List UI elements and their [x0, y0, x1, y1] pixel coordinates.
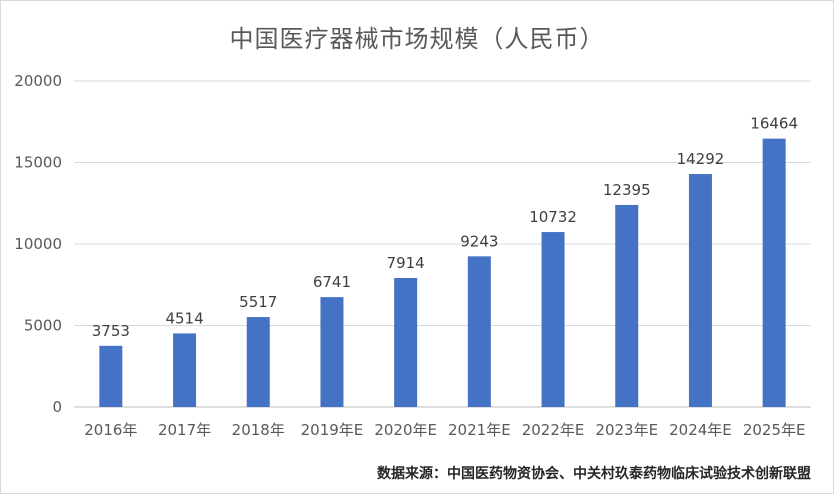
- x-tick-label: 2020年E: [374, 421, 437, 439]
- bar-chart: 0 5000 10000 15000 20000 3753 2016年 4514 2017年 55…: [14, 72, 811, 439]
- bar: [541, 232, 565, 407]
- data-label: 12395: [603, 181, 651, 199]
- bar: [99, 345, 123, 407]
- y-tick-label: 5000: [24, 317, 62, 335]
- y-tick-label: 0: [52, 398, 62, 416]
- x-tick-label: 2017年: [158, 421, 211, 439]
- bar: [467, 256, 491, 407]
- y-tick-label: 20000: [14, 72, 62, 90]
- bar: [762, 138, 786, 408]
- data-source-note: 数据来源：中国医药物资协会、中关村玖泰药物临床试验技术创新联盟: [377, 466, 811, 482]
- x-tick-label: 2025年E: [743, 421, 806, 439]
- bar: [320, 297, 344, 407]
- data-label: 16464: [750, 115, 798, 133]
- x-tick-label: 2024年E: [669, 421, 732, 439]
- data-label: 5517: [239, 293, 277, 311]
- bar: [688, 174, 712, 407]
- bar: [173, 333, 197, 407]
- data-label: 6741: [313, 273, 351, 291]
- chart-title: 中国医疗器械市场规模（人民币）: [229, 25, 605, 53]
- y-tick-label: 15000: [14, 154, 62, 172]
- bar: [246, 317, 270, 407]
- x-tick-label: 2023年E: [595, 421, 658, 439]
- data-label: 14292: [677, 150, 725, 168]
- data-label: 10732: [529, 208, 577, 226]
- x-tick-label: 2016年: [84, 421, 137, 439]
- x-tick-label: 2022年E: [522, 421, 585, 439]
- data-label: 4514: [165, 309, 203, 327]
- bar: [615, 204, 639, 407]
- data-label: 9243: [460, 232, 498, 250]
- x-tick-label: 2021年E: [448, 421, 511, 439]
- x-tick-label: 2018年: [232, 421, 285, 439]
- x-tick-label: 2019年E: [301, 421, 364, 439]
- bar: [394, 278, 418, 407]
- y-tick-label: 10000: [14, 235, 62, 253]
- data-label: 7914: [387, 254, 425, 272]
- data-label: 3753: [92, 322, 130, 340]
